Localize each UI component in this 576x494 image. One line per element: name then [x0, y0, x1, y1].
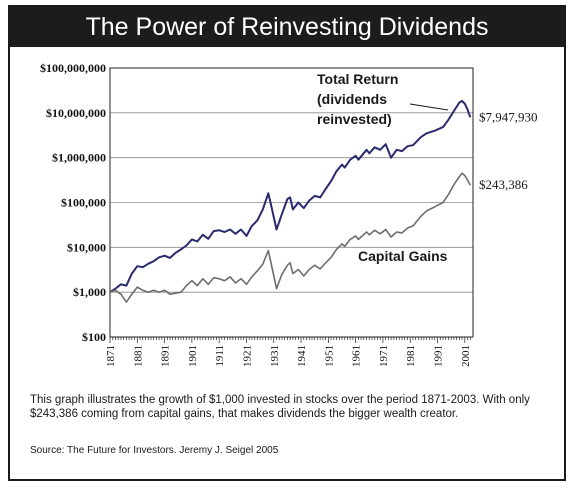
total-return-label-line: reinvested) — [317, 111, 392, 127]
x-tick-label: 1971 — [378, 345, 390, 367]
y-tick-label: $1,000 — [73, 285, 106, 299]
total-return-label-line: (dividends — [317, 91, 387, 107]
x-tick-label: 1911 — [214, 345, 226, 367]
chart-source: Source: The Future for Investors. Jeremy… — [30, 445, 279, 456]
x-tick-label: 1961 — [351, 345, 363, 367]
y-tick-label: $10,000,000 — [46, 106, 106, 120]
y-tick-label: $100,000 — [61, 196, 106, 210]
axis-layer: $100 $1,000 $10,000 $100,000 $1,000,000 $10,0… — [40, 61, 474, 367]
x-tick-label: 1921 — [241, 345, 253, 367]
plot-border — [109, 67, 474, 338]
label-layer: $7,947,930 $243,386 Total Return (dividends… — [317, 71, 538, 264]
y-tick-label: $1,000,000 — [52, 151, 106, 165]
capital-gains-label: Capital Gains — [358, 248, 448, 264]
x-tick-label: 1931 — [269, 345, 281, 367]
capital-gains-end-label: $243,386 — [479, 177, 528, 192]
total-return-label-line: Total Return — [317, 71, 398, 87]
x-tick-label: 1891 — [160, 345, 172, 367]
x-tick-label: 2001 — [460, 345, 472, 367]
x-tick-label: 1901 — [187, 345, 199, 367]
x-tick-label: 1881 — [132, 345, 144, 367]
y-tick-label: $100 — [82, 330, 106, 344]
x-tick-label: 1981 — [405, 345, 417, 367]
x-tick-label: 1871 — [105, 345, 117, 367]
x-tick-label: 1941 — [296, 345, 308, 367]
chart-caption: This graph illustrates the growth of $1,… — [30, 394, 530, 420]
total-return-end-label: $7,947,930 — [479, 109, 538, 124]
x-tick-label: 1991 — [433, 345, 445, 367]
y-tick-label: $100,000,000 — [40, 61, 106, 75]
y-tick-label: $10,000 — [67, 240, 106, 254]
chart-title: The Power of Reinvesting Dividends — [10, 7, 564, 47]
series-layer — [109, 99, 472, 303]
total-return-leader — [409, 103, 449, 111]
capital-gains-line — [109, 172, 472, 303]
x-tick-label: 1951 — [323, 345, 335, 367]
total-return-line — [109, 99, 472, 294]
